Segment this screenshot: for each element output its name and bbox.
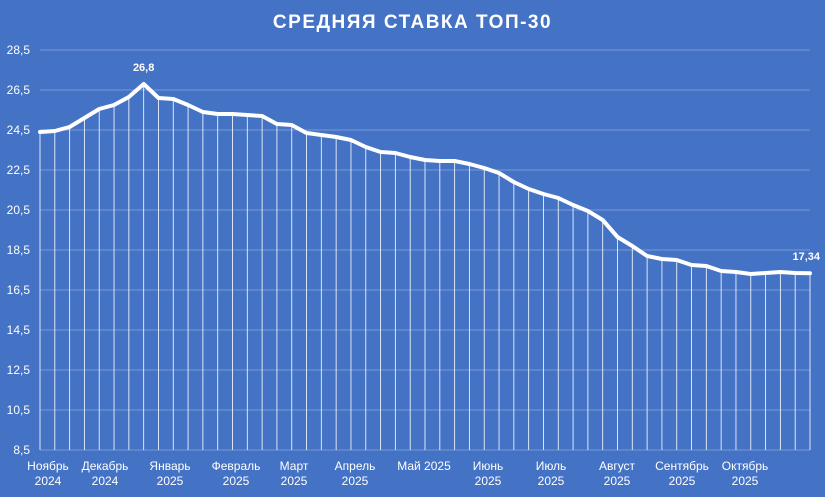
data-point [334, 135, 338, 139]
x-tick-label: Сентябрь [655, 459, 709, 473]
x-tick-label-year: 2025 [538, 474, 565, 488]
y-tick-label: 28,5 [7, 43, 31, 57]
data-point [319, 133, 323, 137]
data-point [378, 150, 383, 154]
x-tick-label: Июль [536, 459, 567, 473]
y-tick-label: 14,5 [7, 323, 31, 337]
y-tick-label: 12,5 [7, 363, 31, 377]
x-tick-label: Май 2025 [397, 459, 451, 473]
x-tick-label-year: 2025 [342, 474, 369, 488]
data-point [482, 166, 486, 170]
data-point [408, 155, 412, 159]
data-point [142, 82, 146, 86]
x-tick-label: Июнь [473, 459, 504, 473]
y-tick-label: 8,5 [13, 443, 30, 457]
data-point [201, 110, 205, 114]
data-point [808, 271, 812, 275]
y-tick-label: 22,5 [7, 163, 31, 177]
data-point [793, 271, 797, 275]
y-tick-label: 26,5 [7, 83, 31, 97]
data-point [82, 116, 87, 120]
x-tick-label-year: 2025 [669, 474, 696, 488]
data-point [719, 269, 723, 273]
x-tick-label-year: 2025 [475, 474, 502, 488]
y-tick-label: 20,5 [7, 203, 31, 217]
y-tick-label: 10,5 [7, 403, 31, 417]
data-point [527, 187, 531, 191]
data-point [349, 138, 353, 142]
data-point [497, 171, 501, 175]
data-point [186, 103, 190, 107]
x-tick-label-year: 2025 [281, 474, 308, 488]
x-tick-label-year: 2025 [157, 474, 184, 488]
x-tick-label: Февраль [212, 459, 261, 473]
data-point [112, 103, 116, 107]
x-tick-label: Апрель [335, 459, 376, 473]
data-point [171, 97, 175, 101]
data-point [749, 272, 753, 276]
y-tick-label: 24,5 [7, 123, 31, 137]
data-point [68, 125, 72, 129]
data-point [630, 244, 634, 248]
data-point [675, 258, 679, 262]
x-tick-label-year: 2025 [604, 474, 631, 488]
data-point [216, 112, 220, 116]
data-point [156, 96, 161, 100]
data-point [778, 270, 782, 274]
data-point [645, 254, 649, 258]
data-point [556, 196, 560, 200]
data-label: 26,8 [133, 62, 154, 74]
data-point [38, 130, 42, 134]
x-tick-label: Октябрь [722, 459, 769, 473]
data-point [245, 113, 249, 117]
data-point [571, 203, 575, 207]
data-point [704, 264, 708, 268]
data-point [127, 95, 131, 99]
y-tick-label: 18,5 [7, 243, 31, 257]
data-point [423, 158, 427, 162]
x-tick-label: Январь [149, 459, 190, 473]
data-point [734, 270, 738, 274]
data-point [467, 162, 472, 166]
data-point [364, 145, 368, 149]
x-tick-label: Март [280, 459, 309, 473]
x-tick-label-year: 2024 [92, 474, 119, 488]
data-point [453, 159, 457, 163]
data-point [275, 122, 279, 126]
data-point [260, 114, 264, 118]
data-point [586, 209, 590, 213]
x-tick-label: Декабрь [82, 459, 129, 473]
data-point [290, 123, 294, 127]
chart-title: СРЕДНЯЯ СТАВКА ТОП-30 [272, 12, 553, 33]
x-tick-label-year: 2024 [35, 474, 62, 488]
data-point [438, 159, 442, 163]
data-label: 17,34 [792, 251, 820, 263]
data-point [615, 235, 620, 239]
x-tick-label: Август [599, 459, 636, 473]
data-point [601, 218, 605, 222]
data-point [304, 131, 309, 135]
data-point [230, 112, 235, 116]
data-point [660, 257, 664, 261]
data-point [53, 129, 57, 133]
y-tick-label: 16,5 [7, 283, 31, 297]
x-tick-label: Ноябрь [27, 459, 69, 473]
data-point [763, 271, 768, 275]
x-tick-label-year: 2025 [732, 474, 759, 488]
x-tick-label-year: 2025 [223, 474, 250, 488]
data-point [512, 180, 516, 184]
data-point [541, 192, 546, 196]
data-point [97, 107, 101, 111]
data-point [393, 151, 397, 155]
data-point [689, 263, 694, 267]
